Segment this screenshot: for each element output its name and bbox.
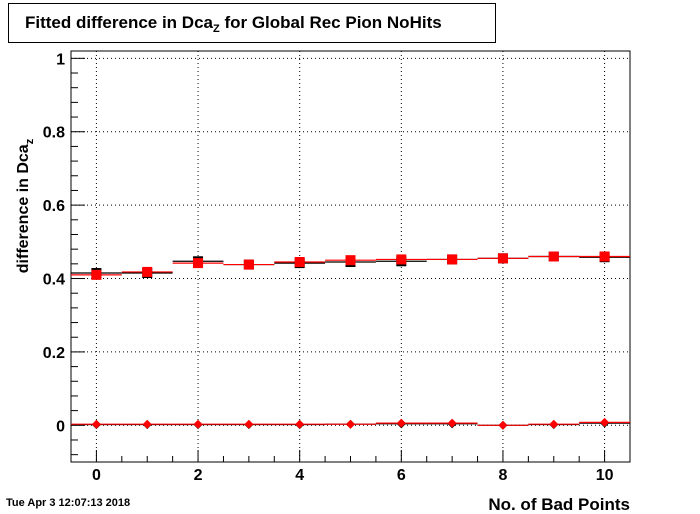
data-point (91, 419, 101, 429)
data-point (295, 419, 305, 429)
x-axis-label: No. of Bad Points (488, 495, 630, 514)
data-point (346, 419, 355, 429)
chart-title: Fitted difference in DcaZ for Global Rec… (25, 13, 442, 35)
data-point (498, 420, 508, 430)
data-point (142, 419, 152, 429)
x-tick-label: 4 (295, 467, 304, 484)
y-tick-label: 0.2 (43, 345, 65, 362)
series-3-markers (91, 417, 610, 430)
data-point (294, 257, 305, 268)
chart-title-sub: Z (212, 23, 220, 35)
axis-ticks (70, 57, 631, 462)
data-point (396, 418, 406, 428)
data-series (71, 251, 630, 430)
data-point (243, 259, 254, 270)
data-point (244, 419, 254, 429)
data-point (599, 251, 610, 262)
y-tick-label: 0 (56, 418, 65, 435)
data-point (600, 417, 610, 427)
x-tick-label: 2 (194, 467, 203, 484)
y-tick-label: 1 (56, 51, 65, 68)
y-tick-label: 0.6 (43, 198, 65, 215)
data-point (142, 266, 153, 277)
y-tick-labels: 0 0.2 0.4 0.6 0.8 1 (43, 51, 65, 435)
timestamp: Tue Apr 3 12:07:13 2018 (6, 497, 131, 509)
grid-lines (71, 51, 630, 462)
x-tick-label: 6 (397, 467, 406, 484)
x-tick-label: 10 (596, 467, 614, 484)
data-point (91, 269, 102, 280)
x-tick-labels: 0 2 4 6 8 10 (92, 467, 614, 484)
data-point (549, 419, 559, 429)
data-point (447, 254, 458, 265)
chart-title-rest: for Global Rec Pion NoHits (219, 13, 442, 32)
data-point (193, 258, 204, 269)
y-axis-label: difference in Dcaz (15, 138, 36, 273)
series-1-markers (91, 251, 610, 280)
x-tick-label: 8 (499, 467, 508, 484)
x-tick-label: 0 (92, 467, 101, 484)
y-axis-label-sub: z (24, 138, 36, 144)
y-tick-label: 0.4 (43, 272, 65, 289)
y-axis-label-main: difference in Dca (15, 144, 32, 273)
data-point (497, 253, 508, 264)
data-point (345, 255, 356, 266)
data-point (396, 254, 407, 265)
chart-title-main: Fitted difference in Dca (25, 13, 213, 32)
data-point (548, 251, 559, 262)
chart-title-box: Fitted difference in DcaZ for Global Rec… (8, 3, 496, 43)
data-point (447, 418, 457, 428)
data-point (193, 419, 203, 429)
y-tick-label: 0.8 (43, 125, 65, 142)
